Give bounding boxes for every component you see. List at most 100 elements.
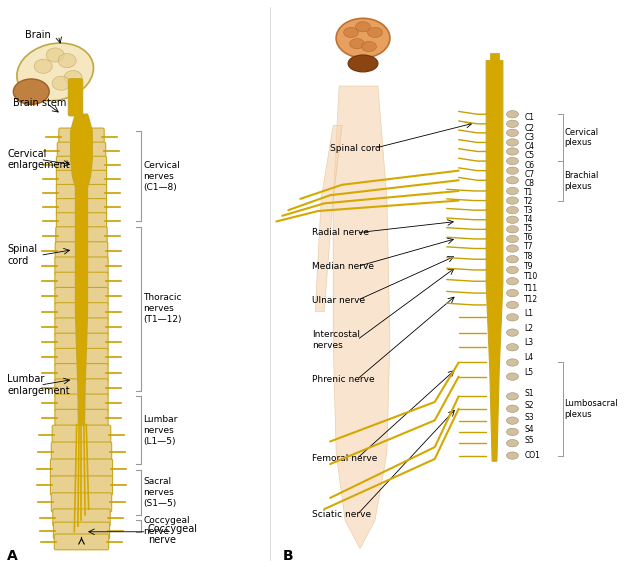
Text: Brachial
plexus: Brachial plexus [565,171,599,191]
Ellipse shape [506,197,518,204]
FancyBboxPatch shape [51,442,111,461]
Polygon shape [71,114,92,425]
Text: Intercostal
nerves: Intercostal nerves [312,330,360,350]
Text: Sacral
nerves
(S1—5): Sacral nerves (S1—5) [143,477,177,508]
FancyBboxPatch shape [57,142,106,160]
Ellipse shape [349,39,364,49]
Text: S3: S3 [525,413,534,422]
Text: C4: C4 [525,142,535,151]
Text: T3: T3 [525,206,534,215]
Ellipse shape [506,129,518,137]
FancyBboxPatch shape [53,509,110,526]
Text: Median nerve: Median nerve [312,262,374,271]
Text: T8: T8 [525,252,534,261]
Ellipse shape [506,344,518,351]
FancyBboxPatch shape [56,156,106,174]
Text: Thoracic
nerves
(T1—12): Thoracic nerves (T1—12) [143,293,182,324]
FancyBboxPatch shape [55,379,108,397]
Polygon shape [316,125,342,312]
Text: T7: T7 [525,242,534,251]
Text: C5: C5 [525,151,535,160]
FancyBboxPatch shape [59,128,104,146]
Polygon shape [333,86,390,549]
Text: S2: S2 [525,401,534,411]
Text: Femoral nerve: Femoral nerve [312,454,377,463]
Text: T11: T11 [525,284,538,293]
FancyBboxPatch shape [56,184,106,202]
Text: T6: T6 [525,232,534,242]
FancyBboxPatch shape [52,425,111,445]
FancyBboxPatch shape [55,333,108,351]
FancyBboxPatch shape [55,394,108,412]
Ellipse shape [506,148,518,155]
Text: L2: L2 [525,324,533,333]
FancyBboxPatch shape [56,213,106,230]
Text: S4: S4 [525,425,534,434]
FancyBboxPatch shape [56,198,106,216]
FancyBboxPatch shape [55,272,108,290]
Ellipse shape [506,256,518,263]
Ellipse shape [58,53,76,67]
Ellipse shape [506,226,518,233]
Ellipse shape [64,70,82,84]
Ellipse shape [506,439,518,447]
Ellipse shape [506,187,518,194]
Text: Spinal cord: Spinal cord [330,143,381,153]
FancyBboxPatch shape [55,303,108,321]
FancyBboxPatch shape [51,459,113,478]
Text: Phrenic nerve: Phrenic nerve [312,375,375,384]
Text: Spinal
cord: Spinal cord [8,244,38,266]
Text: T1: T1 [525,188,534,197]
Text: Sciatic nerve: Sciatic nerve [312,510,371,519]
Ellipse shape [506,266,518,274]
Text: L4: L4 [525,353,533,362]
Text: T9: T9 [525,262,534,271]
Text: L5: L5 [525,368,533,377]
Ellipse shape [506,206,518,214]
Text: Radial nerve: Radial nerve [312,229,369,237]
Ellipse shape [506,405,518,412]
FancyBboxPatch shape [55,257,108,275]
Ellipse shape [13,79,49,104]
Text: C7: C7 [525,170,535,179]
Text: T4: T4 [525,215,534,223]
FancyBboxPatch shape [55,287,108,306]
Ellipse shape [506,393,518,400]
FancyBboxPatch shape [56,227,107,244]
Text: Lumbosacral
plexus: Lumbosacral plexus [565,399,618,419]
Ellipse shape [52,76,70,90]
Ellipse shape [506,289,518,297]
FancyBboxPatch shape [53,522,110,539]
Text: C1: C1 [525,113,535,121]
Text: C3: C3 [525,133,535,142]
Text: C2: C2 [525,124,535,133]
Ellipse shape [506,452,518,459]
Ellipse shape [367,27,382,37]
Text: A: A [8,549,18,563]
Ellipse shape [17,43,93,101]
Text: B: B [282,549,293,563]
Text: L3: L3 [525,338,533,347]
Text: Brain stem: Brain stem [13,98,67,108]
Text: Cervical
enlargement: Cervical enlargement [8,149,70,170]
Ellipse shape [506,301,518,308]
Text: Ulnar nerve: Ulnar nerve [312,296,366,305]
Ellipse shape [348,55,378,72]
FancyBboxPatch shape [51,476,113,495]
FancyBboxPatch shape [55,242,108,260]
Text: Lumbar
nerves
(L1—5): Lumbar nerves (L1—5) [143,414,177,446]
Text: T10: T10 [525,272,538,281]
Text: T2: T2 [525,197,534,206]
Ellipse shape [506,417,518,424]
FancyBboxPatch shape [51,493,111,512]
Ellipse shape [506,167,518,174]
FancyBboxPatch shape [55,363,108,382]
Ellipse shape [506,176,518,184]
Text: C8: C8 [525,179,535,188]
Text: S1: S1 [525,389,534,398]
Ellipse shape [336,18,390,58]
Text: Coccygeal
nerve: Coccygeal nerve [143,516,190,536]
Ellipse shape [362,41,376,52]
FancyBboxPatch shape [56,170,106,188]
Ellipse shape [356,22,371,32]
